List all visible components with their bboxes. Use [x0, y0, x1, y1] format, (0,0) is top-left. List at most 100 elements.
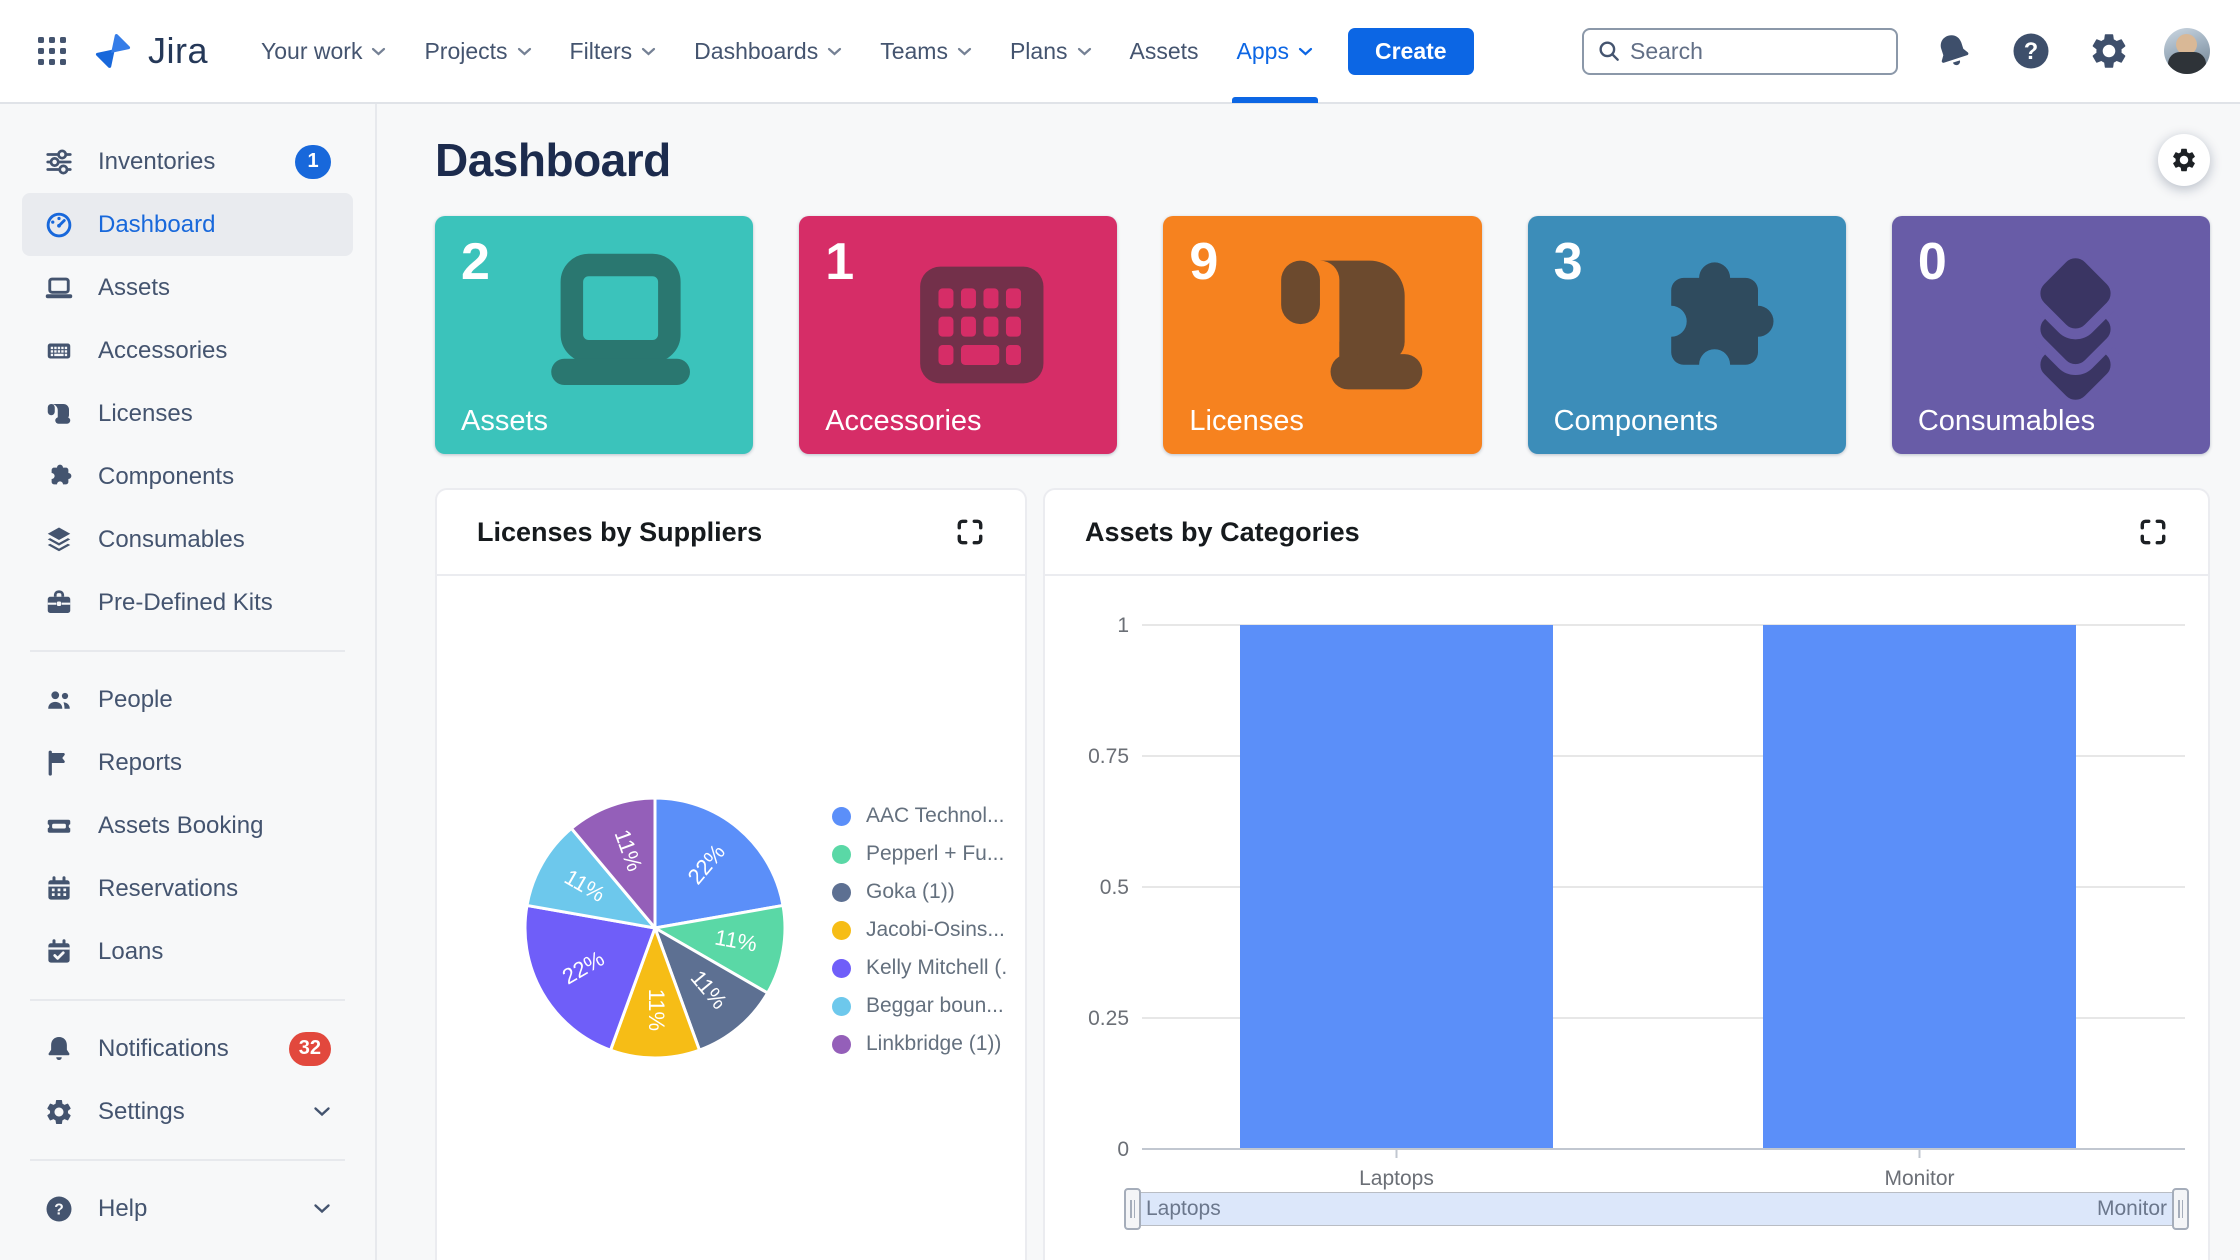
- app-switcher-icon[interactable]: [30, 29, 74, 73]
- nav-item-assets[interactable]: Assets: [1129, 37, 1199, 64]
- chevron-down-icon: [314, 1204, 330, 1214]
- top-navigation: Jira Your work Projects Filters Dashboar…: [0, 0, 2240, 104]
- settings-gear-icon[interactable]: [2086, 28, 2132, 74]
- pie-slice[interactable]: [523, 903, 658, 1053]
- sidebar-item-dashboard[interactable]: Dashboard: [22, 193, 353, 256]
- legend-item[interactable]: AAC Technol...: [832, 797, 1007, 835]
- legend-item[interactable]: Pepperl + Fu...: [832, 835, 1007, 873]
- legend-item[interactable]: Jacobi-Osins...: [832, 911, 1007, 949]
- pie-slice[interactable]: [608, 923, 702, 1060]
- slider-handle-right[interactable]: [2172, 1188, 2189, 1230]
- create-button[interactable]: Create: [1347, 27, 1474, 75]
- legend-label: Pepperl + Fu...: [866, 842, 1005, 865]
- sidebar-item-people[interactable]: People: [22, 668, 353, 731]
- nav-item-teams[interactable]: Teams: [861, 0, 991, 103]
- sidebar-item-loans[interactable]: Loans: [22, 920, 353, 983]
- accessories-card-label: Accessories: [825, 405, 982, 437]
- legend-label: Beggar boun...: [866, 994, 1004, 1017]
- y-axis-tick-label: 0: [1117, 1138, 1129, 1161]
- dashboard-settings-button[interactable]: [2158, 134, 2210, 186]
- stat-card-licenses[interactable]: 9 Licenses: [1163, 216, 1482, 454]
- sidebar-item-components[interactable]: Components: [22, 445, 353, 508]
- y-axis-tick-label: 0.5: [1100, 876, 1129, 899]
- x-axis-category-label: Laptops: [1359, 1167, 1434, 1190]
- licenses-card-label: Licenses: [1189, 405, 1304, 437]
- stat-card-accessories[interactable]: 1 Accessories: [799, 216, 1118, 454]
- sidebar-item-reports[interactable]: Reports: [22, 731, 353, 794]
- nav-menu: Your work Projects Filters Dashboards Te…: [242, 0, 1332, 103]
- accessories-count: 1: [825, 233, 855, 291]
- fullscreen-icon: [2140, 519, 2166, 545]
- sidebar-item-reservations[interactable]: Reservations: [22, 857, 353, 920]
- legend-label: Kelly Mitchell (.: [866, 956, 1008, 979]
- legend-label: Linkbridge (1)): [866, 1032, 1002, 1055]
- sidebar-item-licenses[interactable]: Licenses: [22, 382, 353, 445]
- legend-item[interactable]: Beggar boun...: [832, 987, 1007, 1025]
- x-axis-category-label: Monitor: [1884, 1167, 1954, 1190]
- pie-slice[interactable]: [525, 826, 659, 931]
- sidebar-item-inventories[interactable]: Inventories 1: [22, 130, 353, 193]
- svg-text:?: ?: [2024, 39, 2038, 65]
- sidebar-divider: [30, 650, 345, 652]
- consumables-count: 0: [1917, 233, 1947, 291]
- chart-range-slider[interactable]: Laptops Monitor: [1124, 1188, 2189, 1230]
- jira-logo[interactable]: Jira: [88, 26, 208, 76]
- assets-bar-chart[interactable]: 0 0.25 0.5 0.75 1 Laptops Monitor: [1045, 576, 2208, 1226]
- legend-dot: [832, 920, 851, 940]
- nav-item-dashboards[interactable]: Dashboards: [675, 0, 861, 103]
- inventories-badge: 1: [295, 144, 331, 179]
- legend-dot: [832, 806, 851, 826]
- legend-item[interactable]: Kelly Mitchell (.: [832, 949, 1007, 987]
- notifications-bell-icon[interactable]: [1930, 28, 1976, 74]
- assets-card-label: Assets: [461, 405, 549, 437]
- search-input[interactable]: [1630, 37, 1860, 65]
- stat-card-consumables[interactable]: 0 Consumables: [1891, 216, 2211, 454]
- bar-monitor[interactable]: [1763, 625, 2076, 1149]
- legend-dot: [832, 844, 851, 864]
- licenses-pie-chart[interactable]: 22%11%11%11%22%11%11%: [505, 778, 805, 1078]
- legend-item[interactable]: Goka (1)): [832, 873, 1007, 911]
- keyboard-icon: [920, 266, 1044, 384]
- legend-label: Goka (1)): [866, 880, 955, 903]
- expand-button[interactable]: [2138, 517, 2168, 547]
- legend-label: Jacobi-Osins...: [866, 918, 1005, 941]
- components-count: 3: [1553, 233, 1583, 291]
- puzzle-icon: [1670, 262, 1774, 365]
- user-avatar[interactable]: [2164, 28, 2210, 74]
- sidebar-item-assets-booking[interactable]: Assets Booking: [22, 794, 353, 857]
- licenses-panel-title: Licenses by Suppliers: [477, 516, 763, 547]
- stat-card-assets[interactable]: 2 Assets: [435, 216, 754, 454]
- pie-slice[interactable]: [650, 903, 787, 996]
- nav-item-plans[interactable]: Plans: [991, 0, 1111, 103]
- nav-item-apps[interactable]: Apps: [1218, 0, 1332, 103]
- slider-handle-left[interactable]: [1124, 1188, 1141, 1230]
- assets-by-categories-panel: Assets by Categories 0 0.25 0.5 0.75 1 Laptop…: [1043, 488, 2210, 1260]
- slider-right-label: Monitor: [2096, 1197, 2167, 1220]
- help-icon[interactable]: ?: [2008, 28, 2054, 74]
- gear-icon: [2173, 148, 2195, 172]
- legend-item[interactable]: Linkbridge (1)): [832, 1025, 1007, 1063]
- expand-button[interactable]: [955, 517, 985, 547]
- sidebar-item-pre-defined-kits[interactable]: Pre-Defined Kits: [22, 571, 353, 634]
- bar-laptops[interactable]: [1240, 625, 1553, 1149]
- sidebar-item-assets[interactable]: Assets: [22, 256, 353, 319]
- sidebar-item-settings[interactable]: Settings: [22, 1080, 353, 1143]
- notifications-badge: 32: [288, 1031, 331, 1066]
- pie-slice[interactable]: [652, 924, 770, 1053]
- sidebar-item-consumables[interactable]: Consumables: [22, 508, 353, 571]
- licenses-by-suppliers-panel: Licenses by Suppliers 22% 11% 11% 11% 22% 11%…: [435, 488, 1027, 1260]
- stat-card-components[interactable]: 3 Components: [1527, 216, 1846, 454]
- legend-dot: [832, 996, 851, 1016]
- search-box[interactable]: [1582, 27, 1898, 75]
- sidebar-item-accessories[interactable]: Accessories: [22, 319, 353, 382]
- sidebar-item-help[interactable]: ? Help: [22, 1177, 353, 1240]
- pie-slice[interactable]: [653, 796, 785, 930]
- sidebar-item-notifications[interactable]: Notifications 32: [22, 1017, 353, 1080]
- main-content: Dashboard 2 Assets 1 Accesso: [379, 0, 2240, 1260]
- pie-slice[interactable]: [569, 796, 657, 933]
- nav-item-projects[interactable]: Projects: [405, 0, 550, 103]
- nav-item-filters[interactable]: Filters: [551, 0, 676, 103]
- nav-item-your-work[interactable]: Your work: [242, 0, 405, 103]
- y-axis-tick-label: 1: [1117, 614, 1129, 637]
- jira-logo-text: Jira: [148, 30, 209, 71]
